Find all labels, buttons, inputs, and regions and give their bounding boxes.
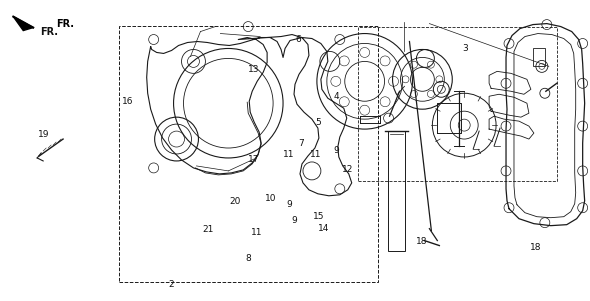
Text: 5: 5 <box>316 117 322 126</box>
Bar <box>119 26 378 282</box>
Text: FR.: FR. <box>41 27 58 37</box>
Text: 11: 11 <box>283 150 295 159</box>
Text: 10: 10 <box>264 194 276 203</box>
Text: 12: 12 <box>342 166 353 175</box>
Text: 3: 3 <box>463 44 468 53</box>
Text: 15: 15 <box>313 212 324 221</box>
Polygon shape <box>14 17 33 31</box>
Bar <box>533 48 545 67</box>
Text: FR.: FR. <box>56 19 74 29</box>
Text: 9: 9 <box>333 146 339 155</box>
Text: 11: 11 <box>251 228 263 237</box>
Text: 16: 16 <box>122 97 133 106</box>
Text: 9: 9 <box>286 200 292 209</box>
Bar <box>388 131 405 250</box>
Text: 17: 17 <box>248 155 260 164</box>
Text: 11: 11 <box>310 150 322 159</box>
Text: 18: 18 <box>530 244 542 252</box>
Text: 8: 8 <box>245 254 251 263</box>
Bar <box>589 55 590 73</box>
Text: 13: 13 <box>248 65 260 74</box>
Text: 19: 19 <box>38 129 50 138</box>
Text: 4: 4 <box>333 92 339 101</box>
Text: 7: 7 <box>298 138 304 147</box>
Text: 21: 21 <box>202 225 214 234</box>
Bar <box>358 26 557 181</box>
Text: 2: 2 <box>169 280 175 289</box>
Text: 20: 20 <box>230 197 241 206</box>
Text: 14: 14 <box>317 224 329 233</box>
Text: 6: 6 <box>295 35 301 44</box>
Text: 9: 9 <box>291 216 297 225</box>
Text: 18: 18 <box>415 237 427 247</box>
